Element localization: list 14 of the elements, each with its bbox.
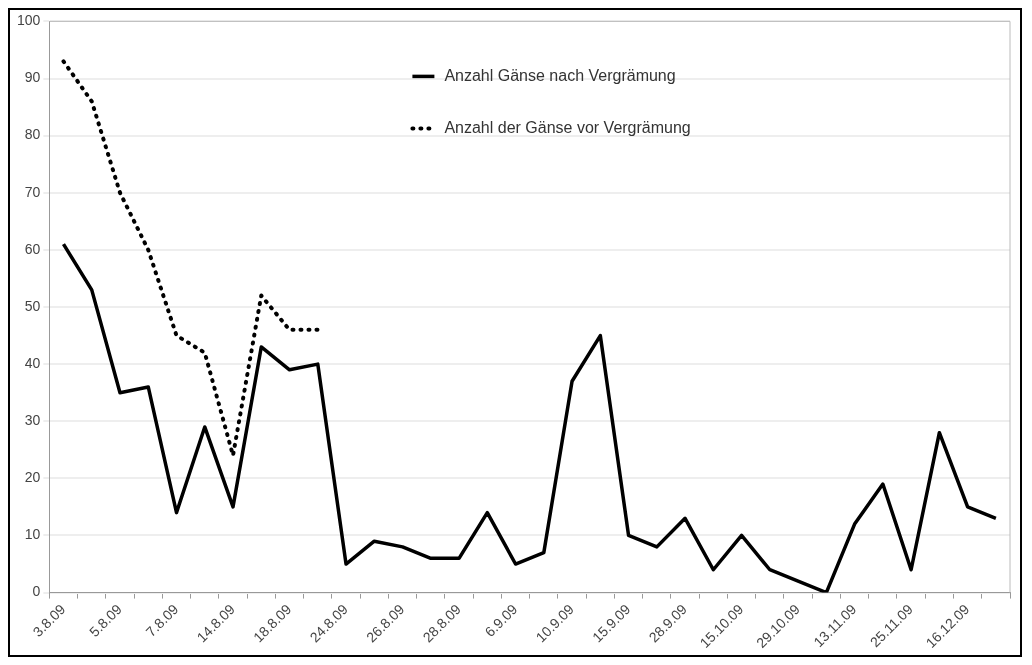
legend-label: Anzahl der Gänse vor Vergrämung [444, 118, 691, 136]
y-tick-label: 60 [24, 240, 41, 257]
y-tick-label: 40 [24, 354, 41, 371]
y-tick-label: 0 [32, 583, 41, 600]
y-tick-label: 100 [17, 12, 41, 29]
y-tick-label: 70 [24, 183, 41, 200]
y-tick-label: 10 [24, 526, 41, 543]
y-tick-label: 80 [24, 126, 41, 143]
line-series [61, 59, 320, 458]
y-tick-label: 20 [24, 469, 41, 486]
legend-label: Anzahl Gänse nach Vergrämung [444, 66, 676, 84]
y-tick-label: 30 [24, 412, 41, 429]
y-tick-label: 90 [24, 69, 41, 86]
y-tick-label: 50 [24, 297, 41, 314]
